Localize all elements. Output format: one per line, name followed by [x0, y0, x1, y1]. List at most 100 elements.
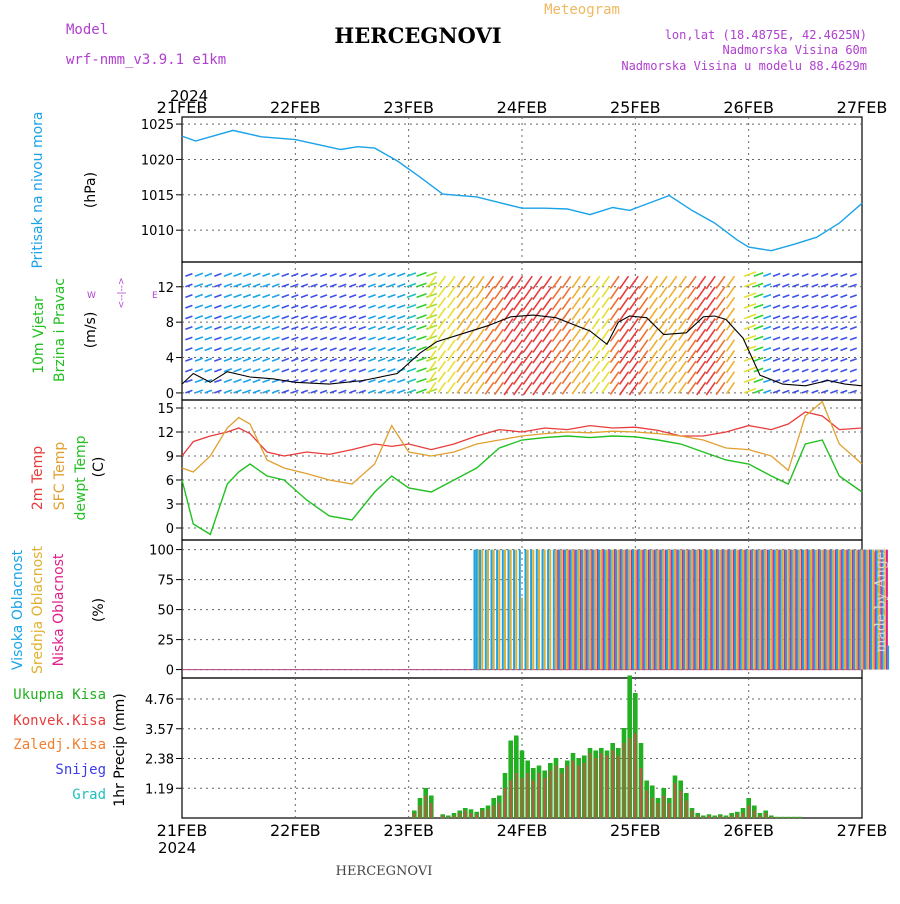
wind-arrow: [194, 389, 204, 394]
wind-arrow: [194, 325, 204, 330]
wind-arrow: [715, 350, 726, 364]
wind-arrow: [792, 368, 800, 373]
y-tick-label: 15: [157, 402, 174, 417]
wind-arrow: [753, 325, 764, 330]
wind-arrow: [252, 389, 261, 394]
cloud-bar: [498, 549, 501, 670]
temp-sfc-label: SFC Temp: [52, 442, 68, 511]
cloud-bar: [518, 549, 521, 670]
wind-arrow: [668, 381, 678, 394]
wind-arrow: [512, 275, 524, 290]
wind-arrow: [696, 360, 707, 375]
wind-arrow: [532, 328, 543, 343]
grid-layer: [176, 117, 862, 818]
wind-arrow: [601, 307, 610, 319]
wind-arrow: [609, 307, 620, 321]
cloud-bar: [885, 549, 888, 670]
wind-arrow: [377, 325, 386, 330]
wind-arrow: [214, 315, 222, 320]
wind-arrow: [320, 315, 328, 320]
wind-arrow: [252, 357, 261, 362]
elevation-label: Nadmorska Visina 60m: [723, 43, 868, 57]
wind-arrow: [377, 293, 386, 299]
wind-arrow: [792, 294, 800, 299]
wind-arrow: [252, 293, 261, 299]
pressure-unit: (hPa): [83, 172, 99, 208]
cloud-bar: [853, 549, 856, 670]
cloud-bar: [507, 549, 510, 670]
wind-arrow: [763, 304, 772, 309]
precip-convective-bar: [753, 810, 756, 818]
cloud-bar: [577, 549, 580, 670]
cloud-bar: [738, 549, 741, 670]
wind-arrow: [493, 296, 504, 311]
wind-arrow: [242, 368, 252, 373]
cloud-bar: [562, 549, 565, 670]
wind-arrow: [782, 389, 790, 394]
wind-arrow: [271, 293, 280, 299]
wind-arrow: [329, 294, 337, 299]
precip-convective-bar: [452, 815, 456, 818]
cloud-bar: [591, 549, 594, 670]
wind-arrow: [242, 304, 252, 309]
wind-arrow: [830, 325, 839, 330]
wind-arrow: [281, 368, 290, 373]
cloud-bar: [732, 549, 735, 670]
precip-convective-bar: [781, 817, 784, 818]
wind-arrow: [618, 286, 630, 300]
wind-arrow: [532, 360, 543, 375]
wind-arrow: [581, 371, 591, 384]
wind-arrow: [830, 357, 839, 362]
wind-arrow: [456, 296, 466, 309]
wind-arrow: [320, 294, 328, 299]
wind-arrow: [271, 336, 280, 341]
cloud-bar: [802, 549, 805, 670]
wind-arrow: [437, 275, 447, 288]
cloud-bar: [881, 549, 884, 670]
wind-arrow: [792, 357, 800, 362]
y-tick-label: 9: [166, 450, 174, 465]
precip-convective-bar: [724, 816, 728, 819]
wind-arrow: [194, 293, 204, 299]
wind-arrow: [648, 339, 659, 352]
model-name: wrf-nmm_v3.9.1 e1km: [66, 52, 226, 68]
wind-arrow: [397, 389, 406, 394]
wind-arrow: [358, 347, 367, 352]
wind-arrow: [618, 275, 630, 290]
wind-arrow: [772, 304, 781, 309]
wind-arrow: [425, 377, 438, 384]
wind-arrow: [339, 357, 347, 362]
cloud-bar: [804, 549, 807, 670]
cloud-bar: [858, 549, 861, 670]
wind-arrow: [686, 360, 697, 374]
wind-arrow: [696, 381, 707, 396]
wind-arrow: [465, 381, 476, 395]
wind-arrow: [291, 368, 299, 373]
cloud-bar: [662, 549, 665, 670]
precip-convective-bar: [673, 783, 677, 818]
wind-arrow: [428, 381, 437, 393]
cloud-bar: [566, 549, 569, 670]
y-tick-label: 100: [149, 544, 174, 559]
wind-arrow: [503, 381, 514, 396]
wind-arrow: [677, 328, 687, 341]
wind-arrow: [782, 368, 790, 373]
cloud-bar: [642, 549, 645, 670]
precip-convective-bar: [730, 815, 733, 818]
wind-arrow: [725, 286, 736, 299]
precip-convective-bar: [707, 815, 711, 818]
cloud-bar: [596, 549, 599, 670]
wind-arrow: [262, 378, 271, 384]
wind-arrow: [561, 318, 572, 332]
wind-arrow: [801, 357, 809, 362]
bottom-date-tick: 23FEB: [383, 821, 434, 840]
wind-arrow: [618, 381, 630, 396]
wind-arrow: [743, 356, 757, 362]
wind-arrow: [437, 339, 447, 351]
cloud-bar: [589, 549, 591, 670]
cloud-bar: [496, 549, 499, 670]
wind-arrow: [475, 296, 485, 310]
wind-arrow: [397, 272, 406, 277]
lonlat-label: lon,lat (18.4875E, 42.4625N): [665, 28, 867, 42]
wind-arrow: [377, 389, 386, 394]
